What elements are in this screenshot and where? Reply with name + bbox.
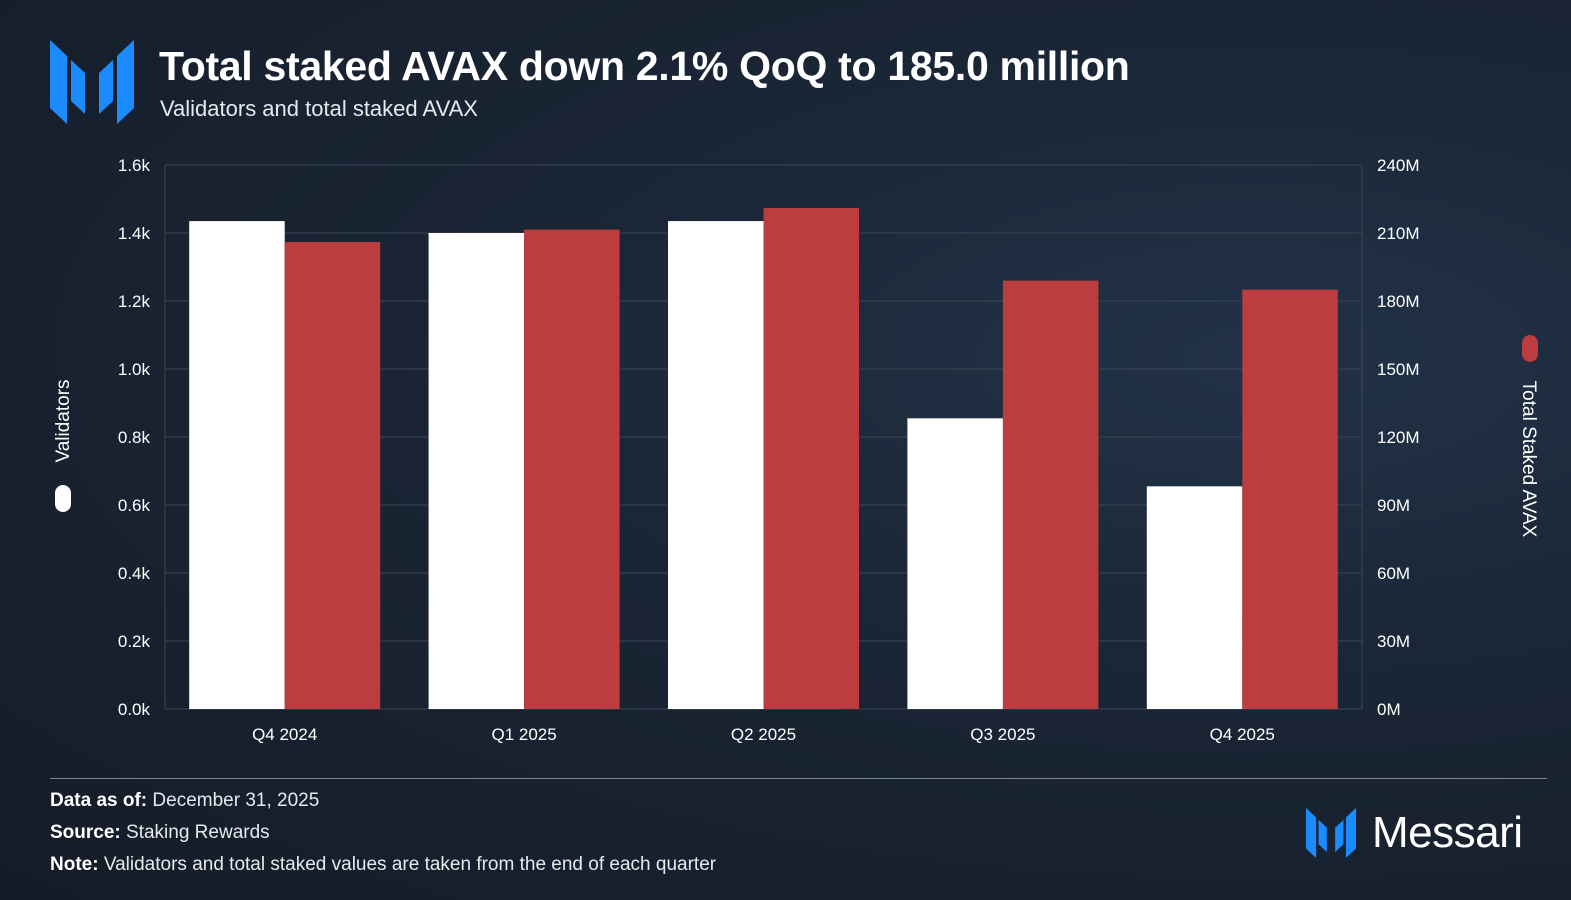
right-tick-label-8: 240M bbox=[1377, 156, 1420, 175]
staked-bar-2 bbox=[763, 208, 859, 710]
chart-subtitle: Validators and total staked AVAX bbox=[160, 96, 478, 121]
right-axis-ticks: 0M 30M 60M 90M 120M 150M 180M 210M 240M bbox=[1377, 156, 1420, 719]
right-tick-label-7: 210M bbox=[1377, 224, 1420, 243]
chart-title: Total staked AVAX down 2.1% QoQ to 185.0… bbox=[159, 43, 1130, 89]
x-tick-label-3: Q3 2025 bbox=[970, 725, 1035, 744]
source-value: Staking Rewards bbox=[126, 822, 270, 843]
x-tick-label-0: Q4 2024 bbox=[252, 725, 317, 744]
left-tick-label-6: 1.2k bbox=[118, 292, 151, 311]
left-tick-label-1: 0.2k bbox=[118, 632, 151, 651]
left-tick-label-7: 1.4k bbox=[118, 224, 151, 243]
validators-bar-2 bbox=[668, 221, 764, 709]
staked-bar-3 bbox=[1002, 280, 1099, 709]
x-tick-label-2: Q2 2025 bbox=[731, 725, 796, 744]
messari-brand-icon bbox=[1306, 808, 1356, 858]
staked-bar-0 bbox=[284, 242, 381, 710]
right-tick-label-0: 0M bbox=[1377, 700, 1401, 719]
footer-divider bbox=[50, 778, 1547, 779]
x-tick-label-1: Q1 2025 bbox=[491, 725, 556, 744]
validators-bar-1 bbox=[428, 233, 525, 709]
axis-legends: Validators Total Staked AVAX bbox=[53, 335, 1539, 538]
staked-legend-swatch bbox=[1522, 335, 1538, 362]
note-value: Validators and total staked values are t… bbox=[103, 854, 717, 875]
footer-source: Source: Staking Rewards bbox=[50, 821, 270, 845]
right-tick-label-3: 90M bbox=[1377, 496, 1410, 515]
validators-bar-3 bbox=[907, 418, 1003, 709]
right-tick-label-1: 30M bbox=[1377, 632, 1410, 651]
right-tick-label-5: 150M bbox=[1377, 360, 1420, 379]
validators-legend-swatch bbox=[55, 485, 71, 512]
left-tick-label-4: 0.8k bbox=[118, 428, 151, 447]
validators-bar-4 bbox=[1146, 486, 1243, 709]
messari-logo-icon bbox=[50, 40, 134, 124]
brand-name: Messari bbox=[1372, 808, 1523, 857]
left-tick-label-8: 1.6k bbox=[118, 156, 151, 175]
right-axis-title: Total Staked AVAX bbox=[1518, 381, 1539, 538]
footer-note: Note: Validators and total staked values… bbox=[50, 853, 716, 877]
left-tick-label-5: 1.0k bbox=[118, 360, 151, 379]
source-label: Source: bbox=[50, 822, 121, 843]
bar-chart: 0.0k 0.2k 0.4k 0.6k 0.8k 1.0k 1.2k 1.4k 1.6k 0M 3… bbox=[53, 156, 1539, 744]
left-tick-label-3: 0.6k bbox=[118, 496, 151, 515]
staked-bar-4 bbox=[1242, 289, 1338, 709]
right-tick-label-6: 180M bbox=[1377, 292, 1420, 311]
left-axis-title: Validators bbox=[53, 379, 74, 462]
date-value: December 31, 2025 bbox=[152, 790, 320, 811]
left-tick-label-2: 0.4k bbox=[118, 564, 151, 583]
x-axis-ticks: Q4 2024 Q1 2025 Q2 2025 Q3 2025 Q4 2025 bbox=[252, 725, 1275, 744]
staked-bar-1 bbox=[524, 229, 620, 709]
brand-logo: Messari bbox=[1306, 806, 1523, 860]
left-axis-ticks: 0.0k 0.2k 0.4k 0.6k 0.8k 1.0k 1.2k 1.4k 1.6k bbox=[118, 156, 151, 719]
right-tick-label-2: 60M bbox=[1377, 564, 1410, 583]
x-tick-label-4: Q4 2025 bbox=[1210, 725, 1275, 744]
right-tick-label-4: 120M bbox=[1377, 428, 1420, 447]
footer-data-date: Data as of: December 31, 2025 bbox=[50, 789, 319, 813]
validators-bar-0 bbox=[189, 221, 285, 709]
date-label: Data as of: bbox=[50, 790, 148, 811]
bars bbox=[189, 208, 1338, 710]
note-label: Note: bbox=[50, 854, 99, 875]
left-tick-label-0: 0.0k bbox=[118, 700, 151, 719]
